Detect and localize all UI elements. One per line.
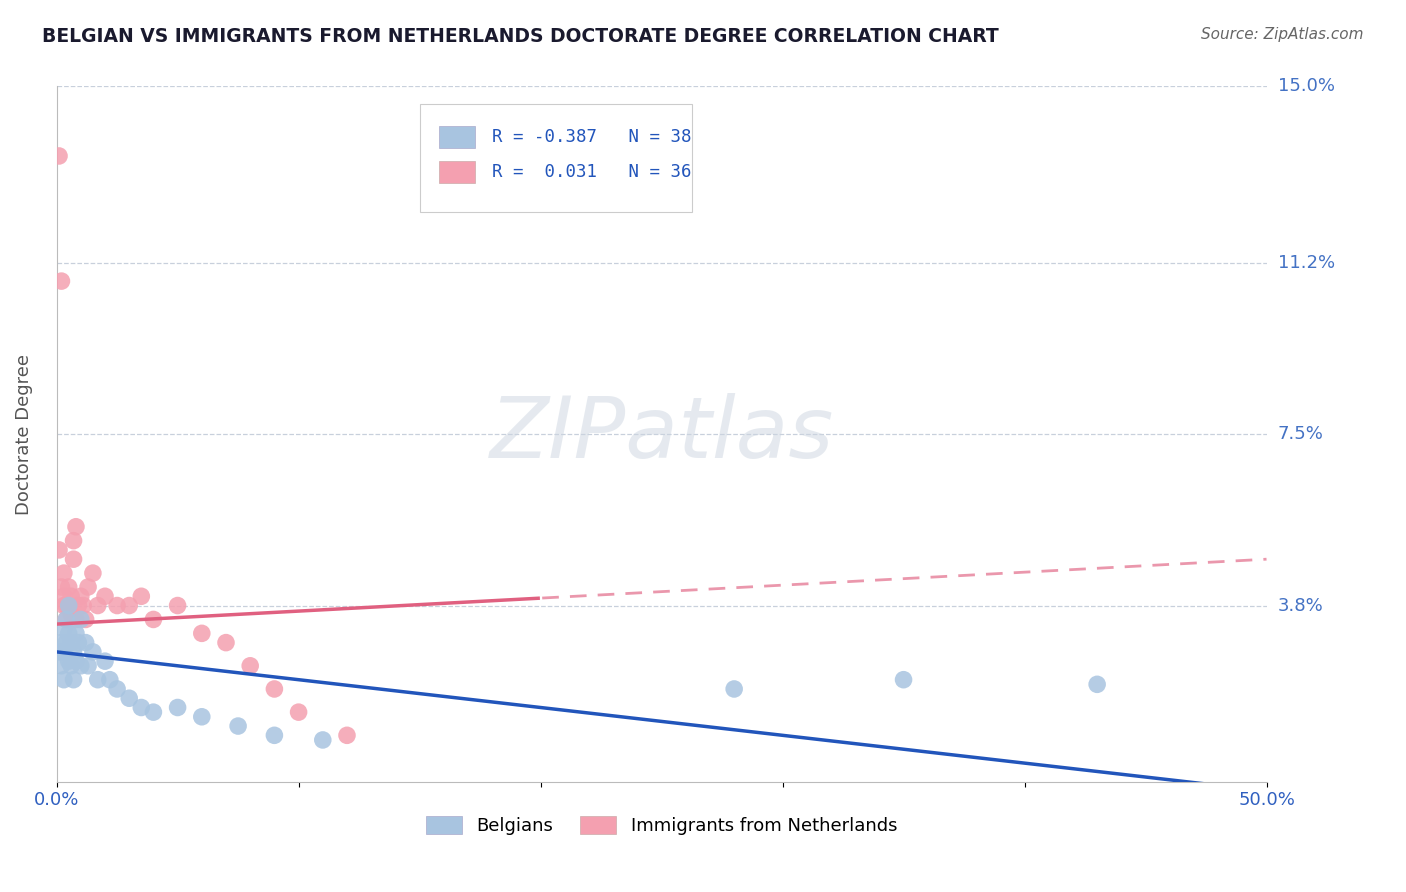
Point xyxy=(215,635,238,649)
Point xyxy=(893,673,915,687)
Text: 3.8%: 3.8% xyxy=(1278,597,1323,615)
Point xyxy=(98,673,121,687)
Point xyxy=(62,645,84,659)
Point xyxy=(52,566,75,580)
Point xyxy=(263,728,285,742)
Point xyxy=(62,673,84,687)
Point xyxy=(75,635,97,649)
Point xyxy=(55,612,77,626)
Point xyxy=(60,589,83,603)
Point xyxy=(52,673,75,687)
Text: Source: ZipAtlas.com: Source: ZipAtlas.com xyxy=(1201,27,1364,42)
Text: 7.5%: 7.5% xyxy=(1278,425,1323,443)
Point xyxy=(239,658,262,673)
Point xyxy=(94,589,117,603)
Point xyxy=(51,658,73,673)
Point xyxy=(62,552,84,566)
Point xyxy=(72,599,94,613)
Point xyxy=(263,681,285,696)
Point xyxy=(77,658,100,673)
Point xyxy=(60,607,83,622)
Point xyxy=(65,626,87,640)
Point xyxy=(55,599,77,613)
FancyBboxPatch shape xyxy=(439,126,475,148)
Text: ZIPatlas: ZIPatlas xyxy=(489,392,834,475)
Point xyxy=(58,599,80,613)
Point xyxy=(65,612,87,626)
Point xyxy=(312,733,335,747)
Point xyxy=(191,710,214,724)
Point xyxy=(51,635,73,649)
Point xyxy=(58,654,80,668)
Point xyxy=(166,599,188,613)
Point xyxy=(58,580,80,594)
Point xyxy=(1085,677,1108,691)
Point xyxy=(62,533,84,548)
Point xyxy=(60,635,83,649)
Text: 15.0%: 15.0% xyxy=(1278,78,1334,95)
Point xyxy=(191,626,214,640)
Point xyxy=(105,599,128,613)
Point xyxy=(58,599,80,613)
Point xyxy=(75,612,97,626)
Point xyxy=(55,635,77,649)
Point xyxy=(131,589,153,603)
Point xyxy=(52,599,75,613)
Point xyxy=(65,654,87,668)
Point xyxy=(52,645,75,659)
Point xyxy=(48,149,70,163)
Point xyxy=(82,645,104,659)
Point xyxy=(48,543,70,558)
Point xyxy=(65,520,87,534)
Point xyxy=(118,691,141,706)
Point xyxy=(48,645,70,659)
Point xyxy=(142,705,165,719)
Text: BELGIAN VS IMMIGRANTS FROM NETHERLANDS DOCTORATE DEGREE CORRELATION CHART: BELGIAN VS IMMIGRANTS FROM NETHERLANDS D… xyxy=(42,27,998,45)
Point xyxy=(87,673,110,687)
Point xyxy=(723,681,745,696)
Point xyxy=(67,635,90,649)
Point xyxy=(87,599,110,613)
Point xyxy=(226,719,249,733)
Point xyxy=(287,705,309,719)
Point xyxy=(336,728,359,742)
Point xyxy=(60,658,83,673)
Point xyxy=(52,622,75,636)
Text: 11.2%: 11.2% xyxy=(1278,253,1334,271)
Point xyxy=(69,589,91,603)
Point xyxy=(166,700,188,714)
FancyBboxPatch shape xyxy=(439,161,475,183)
Point xyxy=(118,599,141,613)
Text: R =  0.031   N = 36: R = 0.031 N = 36 xyxy=(492,163,692,181)
Point xyxy=(131,700,153,714)
Point xyxy=(94,654,117,668)
Point xyxy=(69,612,91,626)
Point xyxy=(142,612,165,626)
Point xyxy=(82,566,104,580)
Y-axis label: Doctorate Degree: Doctorate Degree xyxy=(15,353,32,515)
Point xyxy=(52,589,75,603)
Point xyxy=(77,580,100,594)
Point xyxy=(51,274,73,288)
Point xyxy=(67,599,90,613)
Point xyxy=(51,580,73,594)
Point xyxy=(55,612,77,626)
Legend: Belgians, Immigrants from Netherlands: Belgians, Immigrants from Netherlands xyxy=(419,808,904,842)
FancyBboxPatch shape xyxy=(419,103,692,211)
Point xyxy=(58,626,80,640)
Point xyxy=(69,658,91,673)
Point xyxy=(105,681,128,696)
Text: R = -0.387   N = 38: R = -0.387 N = 38 xyxy=(492,128,692,146)
